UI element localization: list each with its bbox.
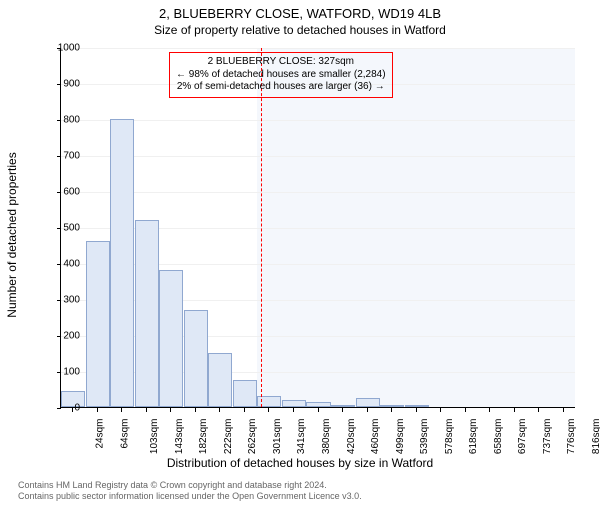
xtick-label: 776sqm [566,419,577,455]
y-axis-label: Number of detached properties [5,152,19,317]
xtick-label: 380sqm [321,419,332,455]
ytick-label: 900 [50,79,80,90]
xtick-label: 182sqm [198,419,209,455]
histogram-bar [233,380,257,407]
xtick-mark [538,408,539,412]
xtick-mark [146,408,147,412]
xtick-mark [489,408,490,412]
annotation-box: 2 BLUEBERRY CLOSE: 327sqm← 98% of detach… [169,52,393,98]
marker-line [261,48,262,407]
xtick-label: 24sqm [95,419,106,449]
attribution-line2: Contains public sector information licen… [18,491,362,502]
xtick-mark [268,408,269,412]
xtick-mark [514,408,515,412]
xtick-label: 420sqm [346,419,357,455]
histogram-bar [86,241,110,407]
ytick-label: 200 [50,331,80,342]
histogram-bar [135,220,159,407]
xtick-mark [195,408,196,412]
page-title: 2, BLUEBERRY CLOSE, WATFORD, WD19 4LB [0,6,600,21]
xtick-label: 578sqm [444,419,455,455]
histogram-bar [380,405,404,407]
xtick-mark [121,408,122,412]
ytick-label: 400 [50,259,80,270]
histogram-bar [405,405,429,407]
gridline [61,48,575,49]
ytick-label: 300 [50,295,80,306]
histogram-bar [331,405,355,407]
xtick-mark [219,408,220,412]
plot: 2 BLUEBERRY CLOSE: 327sqm← 98% of detach… [60,48,575,408]
ytick-label: 0 [50,403,80,414]
xtick-label: 658sqm [493,419,504,455]
ytick-label: 500 [50,223,80,234]
xtick-label: 143sqm [174,419,185,455]
xtick-mark [563,408,564,412]
ytick-label: 100 [50,367,80,378]
plot-area: 2 BLUEBERRY CLOSE: 327sqm← 98% of detach… [60,48,575,408]
page-subtitle: Size of property relative to detached ho… [0,23,600,37]
ytick-label: 600 [50,187,80,198]
histogram-bar [282,400,306,407]
xtick-mark [97,408,98,412]
xtick-label: 737sqm [542,419,553,455]
xtick-mark [318,408,319,412]
xtick-mark [416,408,417,412]
xtick-label: 539sqm [419,419,430,455]
gridline [61,156,575,157]
xtick-label: 341sqm [297,419,308,455]
annotation-line2: ← 98% of detached houses are smaller (2,… [176,69,386,82]
histogram-bar [208,353,232,407]
gridline [61,192,575,193]
xtick-mark [465,408,466,412]
xtick-label: 103sqm [149,419,160,455]
histogram-bar [306,402,330,407]
xtick-label: 222sqm [223,419,234,455]
histogram-bar [184,310,208,407]
histogram-bar [356,398,380,407]
attribution-line1: Contains HM Land Registry data © Crown c… [18,480,362,491]
histogram-bar [110,119,134,407]
xtick-mark [367,408,368,412]
xtick-mark [244,408,245,412]
xtick-label: 499sqm [395,419,406,455]
xtick-label: 697sqm [517,419,528,455]
xtick-mark [293,408,294,412]
xtick-mark [342,408,343,412]
chart-container: 2, BLUEBERRY CLOSE, WATFORD, WD19 4LB Si… [0,6,600,506]
attribution: Contains HM Land Registry data © Crown c… [18,480,362,503]
ytick-label: 800 [50,115,80,126]
annotation-line3: 2% of semi-detached houses are larger (3… [176,81,386,94]
gridline [61,120,575,121]
annotation-line1: 2 BLUEBERRY CLOSE: 327sqm [176,56,386,69]
xtick-label: 301sqm [272,419,283,455]
xtick-label: 618sqm [468,419,479,455]
xtick-mark [440,408,441,412]
x-axis-label: Distribution of detached houses by size … [0,456,600,470]
ytick-label: 700 [50,151,80,162]
xtick-mark [170,408,171,412]
xtick-label: 64sqm [119,419,130,449]
xtick-label: 816sqm [591,419,600,455]
histogram-bar [159,270,183,407]
xtick-label: 460sqm [370,419,381,455]
ytick-label: 1000 [50,43,80,54]
xtick-label: 262sqm [247,419,258,455]
xtick-mark [391,408,392,412]
